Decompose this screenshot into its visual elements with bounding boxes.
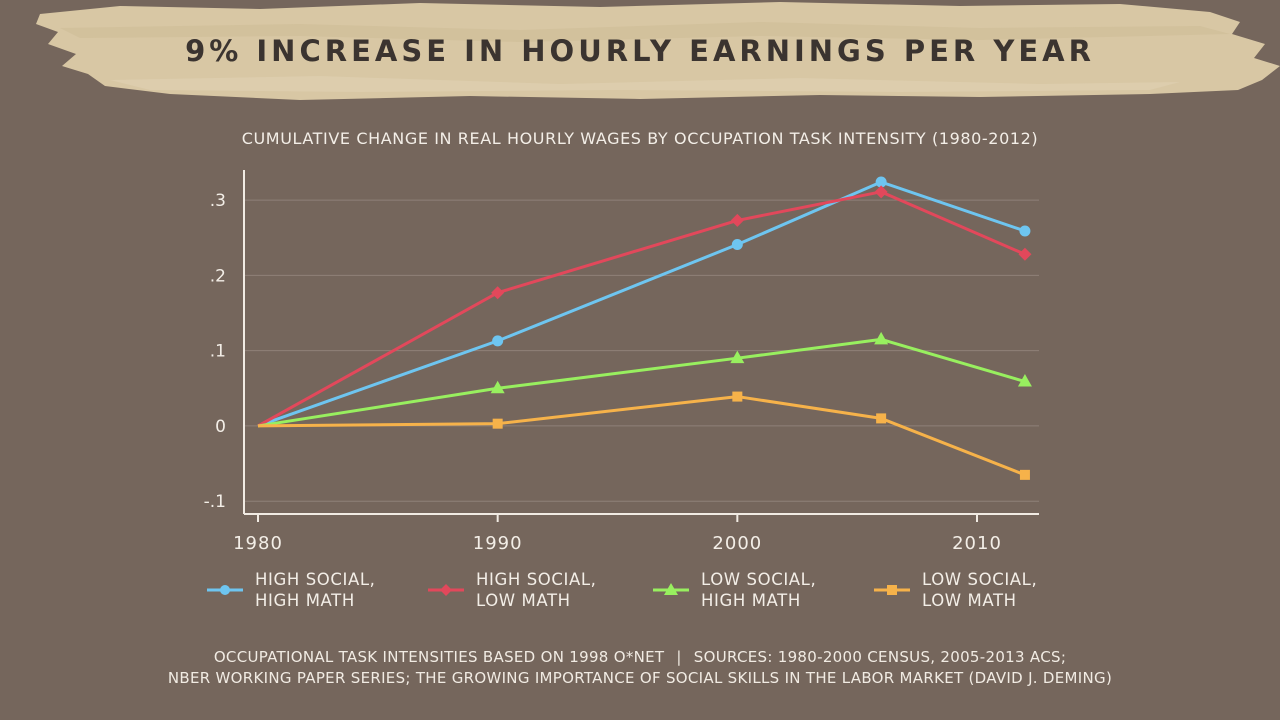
data-point: [492, 418, 503, 429]
footnote-task-intensity: OCCUPATIONAL TASK INTENSITIES BASED ON 1…: [213, 648, 665, 666]
y-tick-label: .1: [210, 342, 226, 362]
series-high-social-low-math: [257, 185, 1032, 428]
x-tick-label: 2010: [952, 533, 1002, 554]
y-tick-label: .3: [210, 191, 226, 211]
series-group: [257, 176, 1032, 480]
data-point: [492, 335, 504, 347]
legend: HIGH SOCIAL, HIGH MATH HIGH SOCIAL, LOW …: [0, 569, 1280, 613]
legend-item-high-social-low-math: HIGH SOCIAL, LOW MATH: [426, 569, 626, 611]
title-banner-brushstroke: [36, 2, 1280, 100]
data-point: [732, 391, 743, 402]
data-point: [1018, 247, 1032, 261]
data-point: [875, 176, 887, 188]
y-tick-label: -.1: [204, 492, 226, 512]
legend-label: LOW SOCIAL, LOW MATH: [922, 570, 1038, 610]
data-point: [1019, 469, 1030, 480]
legend-swatch-square-icon: [874, 585, 910, 595]
series-low-social-high-math: [257, 331, 1032, 428]
legend-item-low-social-high-math: LOW SOCIAL, HIGH MATH: [651, 569, 851, 611]
data-point: [876, 413, 887, 424]
series-line: [257, 190, 1026, 428]
y-tick-label: .2: [210, 266, 226, 286]
series-high-social-high-math: [257, 176, 1031, 428]
data-point: [874, 185, 888, 199]
legend-swatch-diamond-icon: [428, 584, 464, 596]
series-line: [257, 180, 1026, 428]
y-tick-label: 0: [215, 417, 226, 437]
data-point: [1019, 225, 1031, 237]
axes: [243, 170, 1039, 522]
legend-item-high-social-high-math: HIGH SOCIAL, HIGH MATH: [205, 569, 405, 611]
series-low-social-low-math: [257, 391, 1030, 480]
data-point: [730, 213, 744, 227]
legend-item-low-social-low-math: LOW SOCIAL, LOW MATH: [872, 569, 1072, 611]
legend-label: LOW SOCIAL, HIGH MATH: [701, 570, 817, 610]
data-point: [491, 286, 505, 300]
x-tick-label: 1980: [233, 533, 283, 554]
data-point: [874, 331, 889, 345]
footnote-line-1: OCCUPATIONAL TASK INTENSITIES BASED ON 1…: [0, 648, 1280, 666]
legend-label: HIGH SOCIAL, HIGH MATH: [255, 570, 376, 610]
data-point: [730, 350, 745, 364]
footnote-line-2: NBER WORKING PAPER SERIES; THE GROWING I…: [167, 669, 1113, 687]
data-point: [1017, 374, 1032, 387]
x-tick-label: 2000: [712, 533, 762, 554]
headline: 9% INCREASE IN HOURLY EARNINGS PER YEAR: [185, 34, 1095, 68]
footnote-sources: SOURCES: 1980-2000 CENSUS, 2005-2013 ACS…: [693, 648, 1067, 666]
chart-title: CUMULATIVE CHANGE IN REAL HOURLY WAGES B…: [241, 129, 1039, 148]
x-tick-label: 1990: [473, 533, 523, 554]
data-point: [731, 239, 743, 251]
tick-labels: -.1 0 .1 .2 .3 1980 1990 2000 2010: [204, 191, 1002, 554]
grid-lines: [244, 199, 1039, 502]
legend-swatch-triangle-icon: [653, 583, 689, 595]
footnote-separator: |: [676, 648, 682, 666]
data-point: [490, 380, 505, 394]
legend-swatch-circle-icon: [207, 585, 243, 595]
legend-label: HIGH SOCIAL, LOW MATH: [476, 570, 597, 610]
series-line: [257, 337, 1026, 428]
